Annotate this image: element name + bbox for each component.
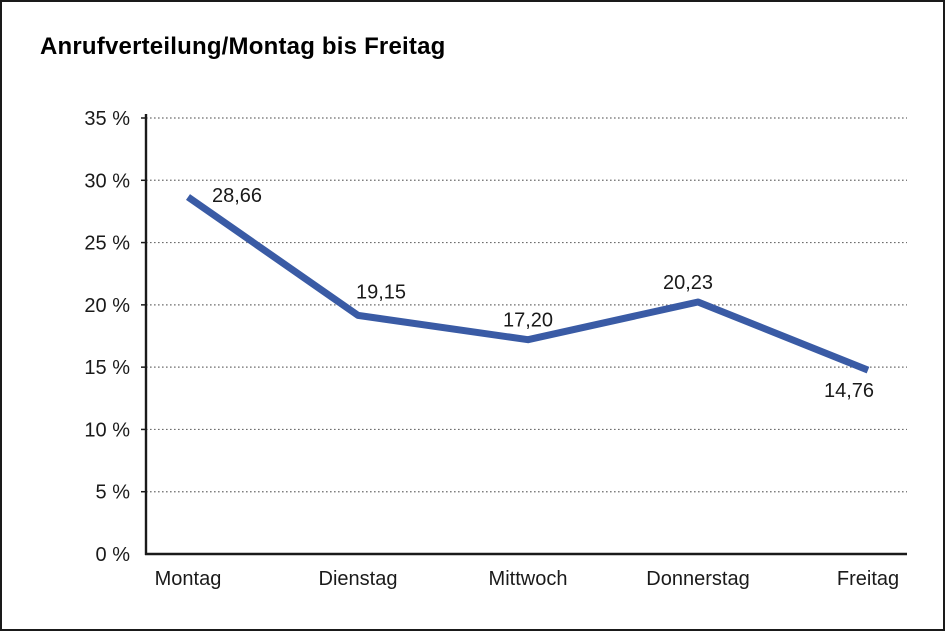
y-tick-label: 5 %: [96, 482, 131, 504]
data-point-label: 17,20: [503, 310, 553, 332]
y-tick-label: 0 %: [96, 544, 131, 566]
y-tick-label: 35 %: [84, 108, 130, 130]
y-tick-label: 20 %: [84, 295, 130, 317]
data-point-label: 19,15: [356, 281, 406, 303]
y-tick-label: 25 %: [84, 233, 130, 255]
y-tick-label: 30 %: [84, 170, 130, 192]
data-point-label: 14,76: [824, 380, 874, 402]
x-category-label: Donnerstag: [646, 568, 749, 590]
y-tick-label: 10 %: [84, 419, 130, 441]
data-point-label: 20,23: [663, 272, 713, 294]
data-line: [185, 194, 870, 374]
x-category-label: Montag: [155, 568, 222, 590]
data-point-label: 28,66: [212, 185, 262, 207]
chart-title: Anrufverteilung/Montag bis Freitag: [40, 33, 446, 60]
x-category-label: Mittwoch: [489, 568, 568, 590]
x-category-label: Freitag: [837, 568, 899, 590]
y-tick-label: 15 %: [84, 357, 130, 379]
x-category-label: Dienstag: [319, 568, 398, 590]
